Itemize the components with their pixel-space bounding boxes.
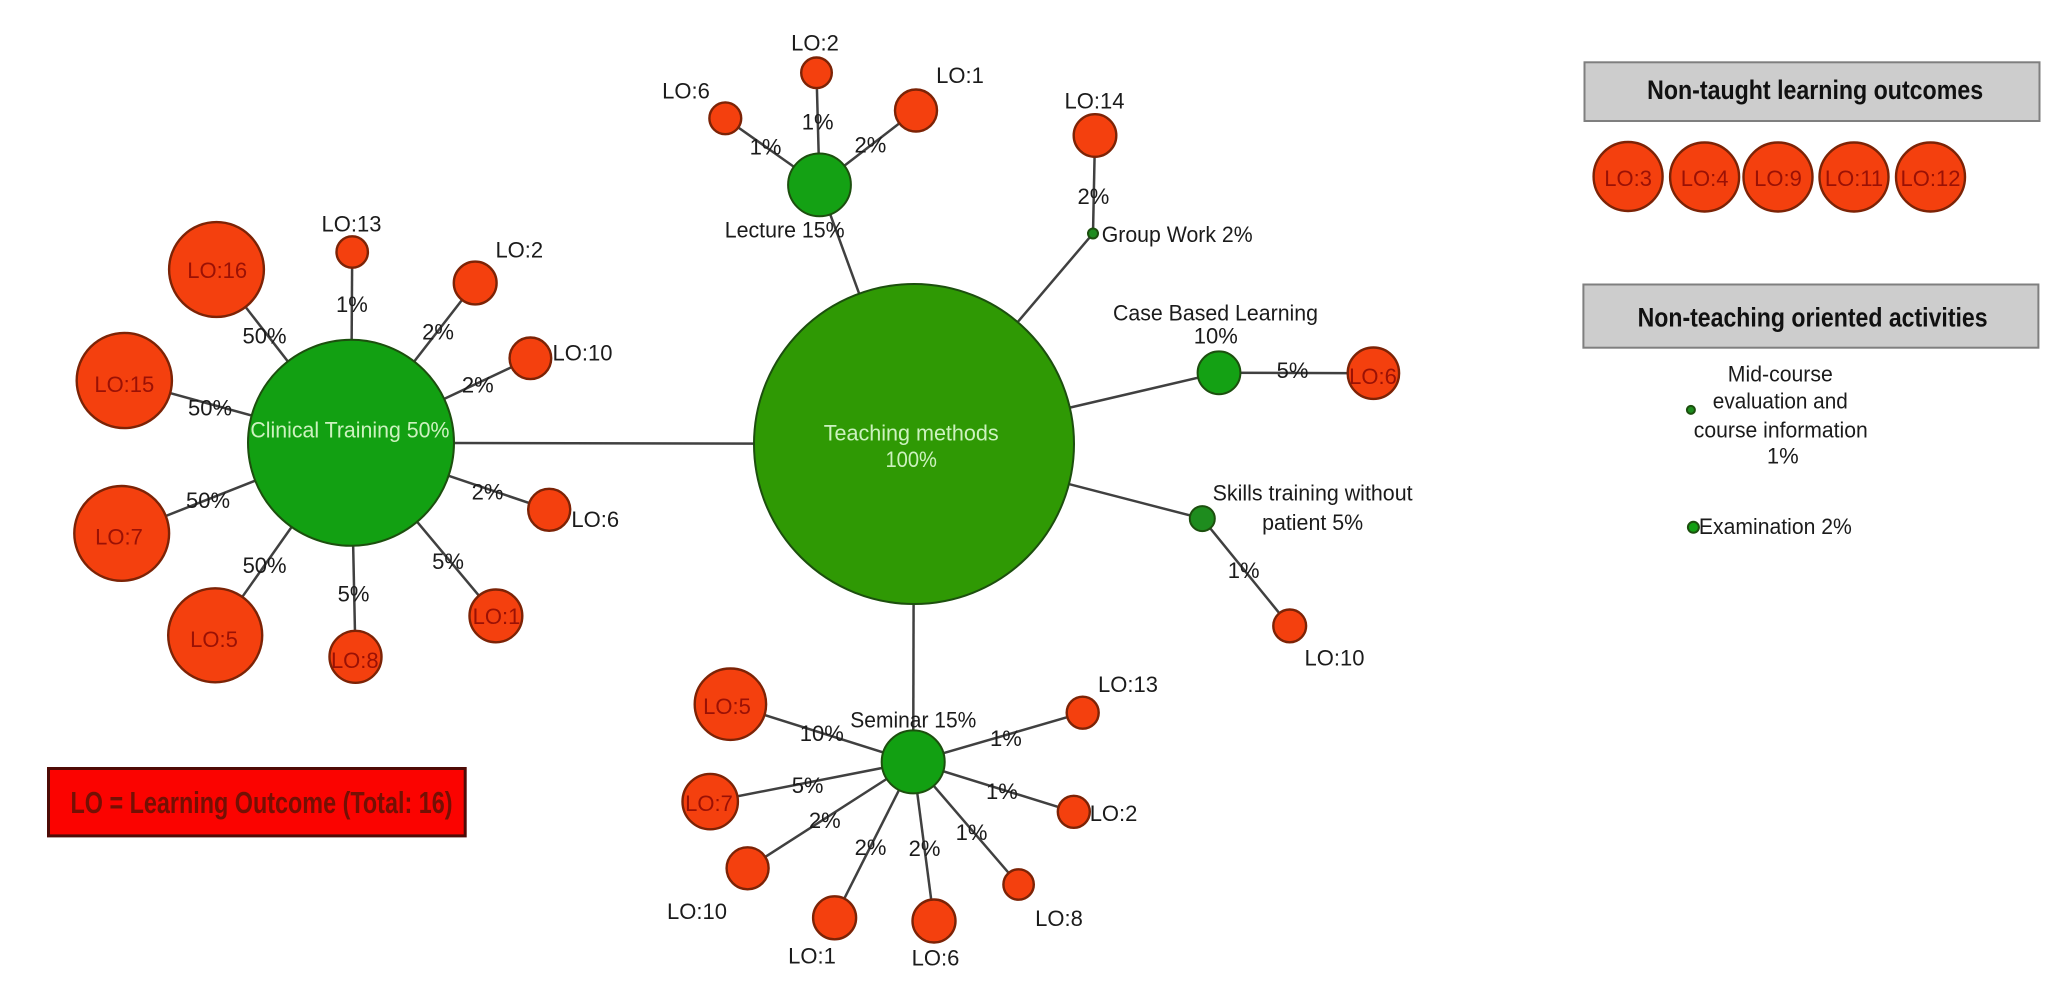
svg-text:LO:8: LO:8 bbox=[1035, 906, 1083, 931]
svg-text:2%: 2% bbox=[1078, 184, 1110, 209]
svg-text:LO = Learning Outcome (Total:: LO = Learning Outcome (Total: 16) bbox=[71, 785, 453, 820]
svg-text:Seminar 15%: Seminar 15% bbox=[850, 708, 976, 733]
svg-text:5%: 5% bbox=[338, 582, 370, 607]
svg-text:LO:1: LO:1 bbox=[788, 944, 836, 969]
svg-text:Non-taught learning outcomes: Non-taught learning outcomes bbox=[1647, 75, 1983, 105]
svg-text:LO:14: LO:14 bbox=[1065, 89, 1125, 114]
svg-text:LO:5: LO:5 bbox=[190, 627, 238, 652]
svg-text:LO:7: LO:7 bbox=[685, 791, 733, 816]
svg-text:LO:10: LO:10 bbox=[1305, 646, 1365, 671]
svg-text:2%: 2% bbox=[855, 132, 887, 157]
svg-text:Group Work 2%: Group Work 2% bbox=[1102, 222, 1253, 247]
svg-text:5%: 5% bbox=[1277, 358, 1309, 383]
svg-text:LO:6: LO:6 bbox=[1349, 364, 1397, 389]
svg-text:Mid-course: Mid-course bbox=[1728, 362, 1833, 387]
svg-text:Clinical Training 50%: Clinical Training 50% bbox=[250, 418, 449, 443]
svg-text:evaluation and: evaluation and bbox=[1713, 389, 1848, 414]
svg-text:LO:12: LO:12 bbox=[1901, 166, 1961, 191]
svg-text:5%: 5% bbox=[432, 549, 464, 574]
svg-text:10%: 10% bbox=[1194, 324, 1238, 349]
svg-text:LO:9: LO:9 bbox=[1754, 166, 1802, 191]
svg-text:LO:2: LO:2 bbox=[1090, 801, 1138, 826]
svg-text:LO:2: LO:2 bbox=[791, 31, 839, 56]
svg-text:LO:10: LO:10 bbox=[553, 340, 613, 365]
svg-text:100%: 100% bbox=[885, 447, 937, 472]
svg-text:Teaching methods: Teaching methods bbox=[824, 421, 999, 446]
svg-text:LO:13: LO:13 bbox=[322, 212, 382, 237]
svg-text:LO:2: LO:2 bbox=[495, 238, 543, 263]
svg-text:LO:3: LO:3 bbox=[1604, 166, 1652, 191]
svg-text:10%: 10% bbox=[800, 721, 844, 746]
svg-text:LO:6: LO:6 bbox=[571, 507, 619, 532]
svg-text:Non-teaching oriented activiti: Non-teaching oriented activities bbox=[1638, 302, 1988, 332]
svg-text:50%: 50% bbox=[186, 488, 230, 513]
svg-text:LO:15: LO:15 bbox=[94, 372, 154, 397]
svg-text:Skills training without: Skills training without bbox=[1213, 481, 1413, 506]
svg-text:50%: 50% bbox=[188, 396, 232, 421]
svg-text:50%: 50% bbox=[242, 324, 286, 349]
svg-text:LO:1: LO:1 bbox=[473, 604, 521, 629]
svg-text:LO:8: LO:8 bbox=[331, 648, 379, 673]
svg-text:LO:6: LO:6 bbox=[912, 946, 960, 971]
svg-text:1%: 1% bbox=[802, 110, 834, 135]
svg-text:2%: 2% bbox=[855, 835, 887, 860]
svg-text:LO:13: LO:13 bbox=[1098, 672, 1158, 697]
svg-text:Case Based Learning: Case Based Learning bbox=[1113, 300, 1318, 325]
svg-text:LO:5: LO:5 bbox=[703, 694, 751, 719]
svg-text:1%: 1% bbox=[336, 292, 368, 317]
svg-text:course information: course information bbox=[1694, 418, 1868, 443]
svg-text:patient 5%: patient 5% bbox=[1262, 510, 1363, 535]
svg-text:LO:10: LO:10 bbox=[667, 899, 727, 924]
svg-text:1%: 1% bbox=[990, 726, 1022, 751]
svg-text:LO:7: LO:7 bbox=[95, 524, 143, 549]
svg-text:1%: 1% bbox=[750, 135, 782, 160]
svg-text:Lecture 15%: Lecture 15% bbox=[725, 218, 845, 243]
svg-text:2%: 2% bbox=[472, 480, 504, 505]
svg-text:1%: 1% bbox=[956, 820, 988, 845]
svg-text:Examination 2%: Examination 2% bbox=[1699, 514, 1852, 539]
svg-text:LO:16: LO:16 bbox=[187, 258, 247, 283]
svg-text:1%: 1% bbox=[986, 779, 1018, 804]
svg-text:LO:6: LO:6 bbox=[662, 79, 710, 104]
svg-text:2%: 2% bbox=[809, 808, 841, 833]
svg-text:1%: 1% bbox=[1228, 558, 1260, 583]
svg-text:2%: 2% bbox=[422, 320, 454, 345]
svg-text:1%: 1% bbox=[1767, 444, 1799, 469]
svg-text:LO:11: LO:11 bbox=[1825, 166, 1883, 191]
svg-text:2%: 2% bbox=[462, 373, 494, 398]
svg-text:LO:4: LO:4 bbox=[1681, 166, 1729, 191]
svg-text:2%: 2% bbox=[909, 836, 941, 861]
svg-text:50%: 50% bbox=[243, 553, 287, 578]
svg-text:LO:1: LO:1 bbox=[936, 63, 984, 88]
svg-text:5%: 5% bbox=[792, 773, 824, 798]
